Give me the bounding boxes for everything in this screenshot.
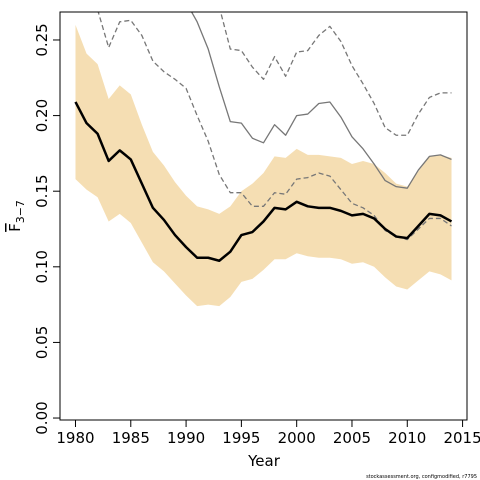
y-tick-label: 0.20 <box>33 99 51 132</box>
x-tick-label: 1980 <box>56 429 94 447</box>
plot-area <box>74 12 453 307</box>
x-tick-label: 1995 <box>222 429 260 447</box>
y-tick-label: 0.10 <box>33 250 51 283</box>
x-tick-label: 2015 <box>443 429 480 447</box>
y-tick-label: 0.15 <box>33 174 51 207</box>
y-axis-label-main: F <box>6 223 24 232</box>
x-tick-label: 1990 <box>167 429 205 447</box>
x-tick-label: 2005 <box>333 429 371 447</box>
series-line <box>74 101 453 263</box>
footer: stockassessment.org, configmodified, r77… <box>366 474 477 480</box>
x-axis-label: Year <box>247 452 281 470</box>
y-axis-label-sub: 3−7 <box>14 200 27 223</box>
series-line <box>219 12 452 136</box>
y-tick-label: 0.25 <box>33 23 51 56</box>
series-line <box>190 12 452 189</box>
x-tick-label: 2010 <box>388 429 426 447</box>
y-axis-label: F3−7 <box>6 200 27 232</box>
plot-frame <box>59 11 468 421</box>
y-tick-label: 0.00 <box>33 401 51 434</box>
y-tick-label: 0.05 <box>33 326 51 359</box>
confidence-band <box>75 24 452 307</box>
x-tick-label: 1985 <box>112 429 150 447</box>
x-tick-label: 2000 <box>278 429 316 447</box>
